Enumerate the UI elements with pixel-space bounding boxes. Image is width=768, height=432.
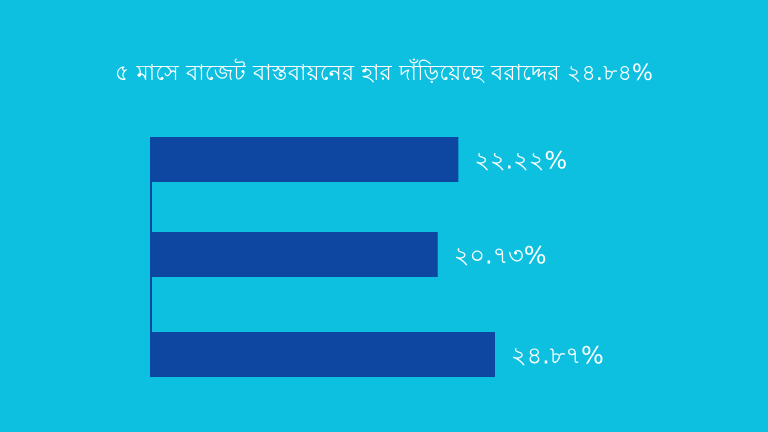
chart-title: ৫ মাসে বাজেট বাস্তবায়নের হার দাঁড়িয়েছ… [114,61,654,86]
bar-1 [151,137,459,182]
bar-value-label-2: ২০.৭৩% [454,242,547,270]
bar-2 [151,232,438,277]
bar-value-label-1: ২২.২২% [474,147,567,175]
bar-3 [151,332,495,377]
bar-value-label-3: ২৪.৮৭% [511,342,604,370]
